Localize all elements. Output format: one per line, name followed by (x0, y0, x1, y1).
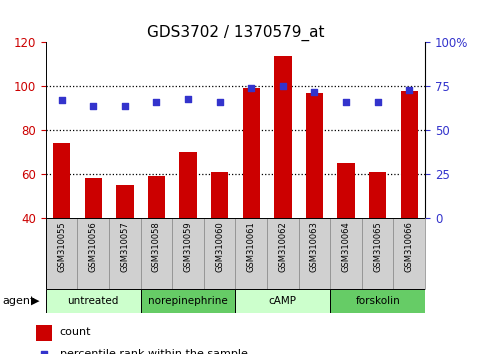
Bar (211, 172, 228, 218)
Bar (274, 56, 292, 218)
Bar (330, 218, 362, 289)
Point (40, 351, 48, 354)
Text: ▶: ▶ (31, 296, 40, 306)
Text: count: count (59, 327, 91, 337)
Point (247, 85, 255, 91)
Point (184, 96, 192, 101)
Bar (394, 218, 425, 289)
Bar (204, 218, 236, 289)
Text: forskolin: forskolin (355, 296, 400, 306)
Point (279, 84, 287, 89)
Bar (400, 91, 418, 218)
Bar (267, 218, 298, 289)
Text: cAMP: cAMP (269, 296, 297, 306)
Bar (298, 218, 330, 289)
Point (89, 103, 97, 108)
Point (153, 99, 160, 105)
Text: GSM310056: GSM310056 (89, 221, 98, 272)
Text: GSM310061: GSM310061 (247, 221, 256, 272)
Bar (306, 93, 323, 218)
Bar (236, 289, 330, 313)
Bar (116, 185, 134, 218)
Bar (109, 218, 141, 289)
Bar (148, 176, 165, 218)
Bar (362, 218, 394, 289)
Point (374, 99, 382, 105)
Point (342, 99, 350, 105)
Bar (179, 152, 197, 218)
Bar (53, 143, 71, 218)
Bar (236, 218, 267, 289)
Bar (141, 218, 172, 289)
Bar (330, 289, 425, 313)
Text: GSM310063: GSM310063 (310, 221, 319, 272)
Text: GSM310058: GSM310058 (152, 221, 161, 272)
Bar (369, 172, 386, 218)
Bar (36, 325, 52, 341)
Bar (172, 218, 204, 289)
Bar (242, 88, 260, 218)
Text: untreated: untreated (68, 296, 119, 306)
Bar (141, 289, 236, 313)
Text: GSM310062: GSM310062 (278, 221, 287, 272)
Text: norepinephrine: norepinephrine (148, 296, 228, 306)
Bar (337, 163, 355, 218)
Title: GDS3702 / 1370579_at: GDS3702 / 1370579_at (147, 25, 324, 41)
Bar (46, 218, 77, 289)
Text: GSM310064: GSM310064 (341, 221, 351, 272)
Point (216, 99, 224, 105)
Text: GSM310059: GSM310059 (184, 221, 193, 272)
Bar (77, 218, 109, 289)
Point (311, 89, 318, 95)
Bar (85, 178, 102, 218)
Text: GSM310055: GSM310055 (57, 221, 66, 272)
Bar (46, 289, 141, 313)
Text: percentile rank within the sample: percentile rank within the sample (59, 348, 247, 354)
Text: agent: agent (2, 296, 35, 306)
Text: GSM310057: GSM310057 (120, 221, 129, 272)
Point (405, 87, 413, 93)
Text: GSM310060: GSM310060 (215, 221, 224, 272)
Text: GSM310066: GSM310066 (405, 221, 414, 272)
Point (121, 103, 129, 108)
Text: GSM310065: GSM310065 (373, 221, 382, 272)
Point (58, 97, 66, 103)
